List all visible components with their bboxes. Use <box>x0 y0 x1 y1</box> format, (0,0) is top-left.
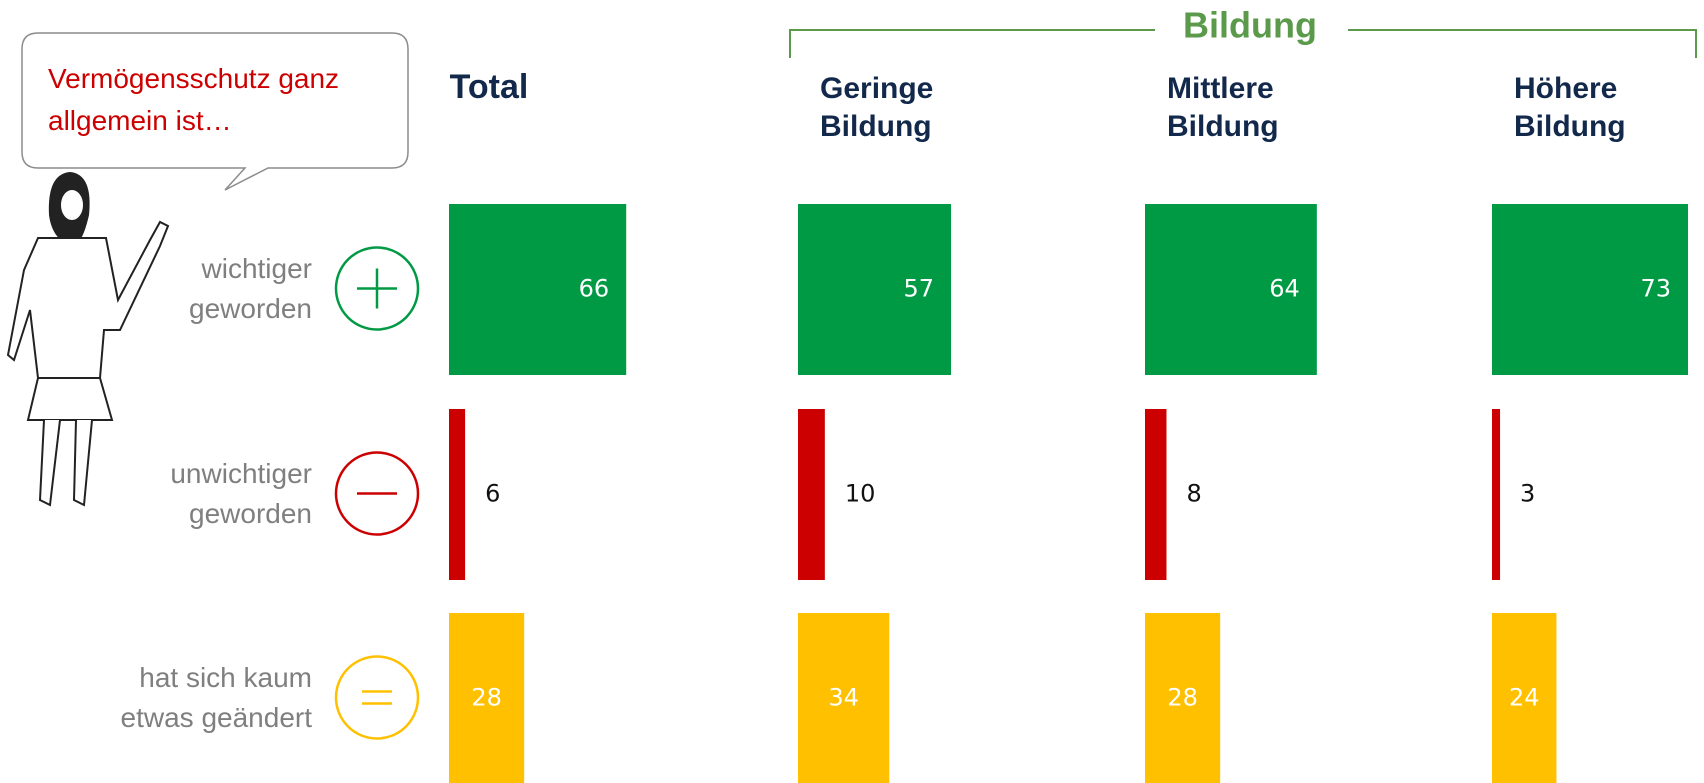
row-label: hat sich kaum etwas geändert <box>97 658 312 738</box>
value-label: 64 <box>1269 275 1300 303</box>
value-label: 28 <box>1167 684 1198 712</box>
value-label: 34 <box>828 684 859 712</box>
column-header: Höhere Bildung <box>1514 70 1664 146</box>
column-header: Mittlere Bildung <box>1167 70 1317 146</box>
row-icon <box>336 657 418 739</box>
row-label: unwichtiger geworden <box>97 454 312 534</box>
value-label: 73 <box>1640 275 1671 303</box>
value-label: 28 <box>471 684 502 712</box>
bar <box>798 409 825 580</box>
value-label: 10 <box>845 480 876 508</box>
value-label: 66 <box>579 275 610 303</box>
column-header: Geringe Bildung <box>820 70 970 146</box>
bar <box>1145 409 1166 580</box>
column-header: Total <box>409 68 569 106</box>
row-label: wichtiger geworden <box>97 249 312 329</box>
value-label: 3 <box>1520 480 1535 508</box>
value-label: 57 <box>903 275 934 303</box>
value-label: 24 <box>1509 684 1540 712</box>
group-label: Bildung <box>1183 5 1317 46</box>
value-label: 6 <box>485 480 500 508</box>
page: Bildung 666285710346482873324 Vermögenss… <box>0 0 1704 783</box>
bubble-text: Vermögensschutz ganz allgemein ist… <box>48 58 378 142</box>
bar <box>1492 409 1500 580</box>
value-label: 8 <box>1186 480 1201 508</box>
bar <box>449 409 465 580</box>
